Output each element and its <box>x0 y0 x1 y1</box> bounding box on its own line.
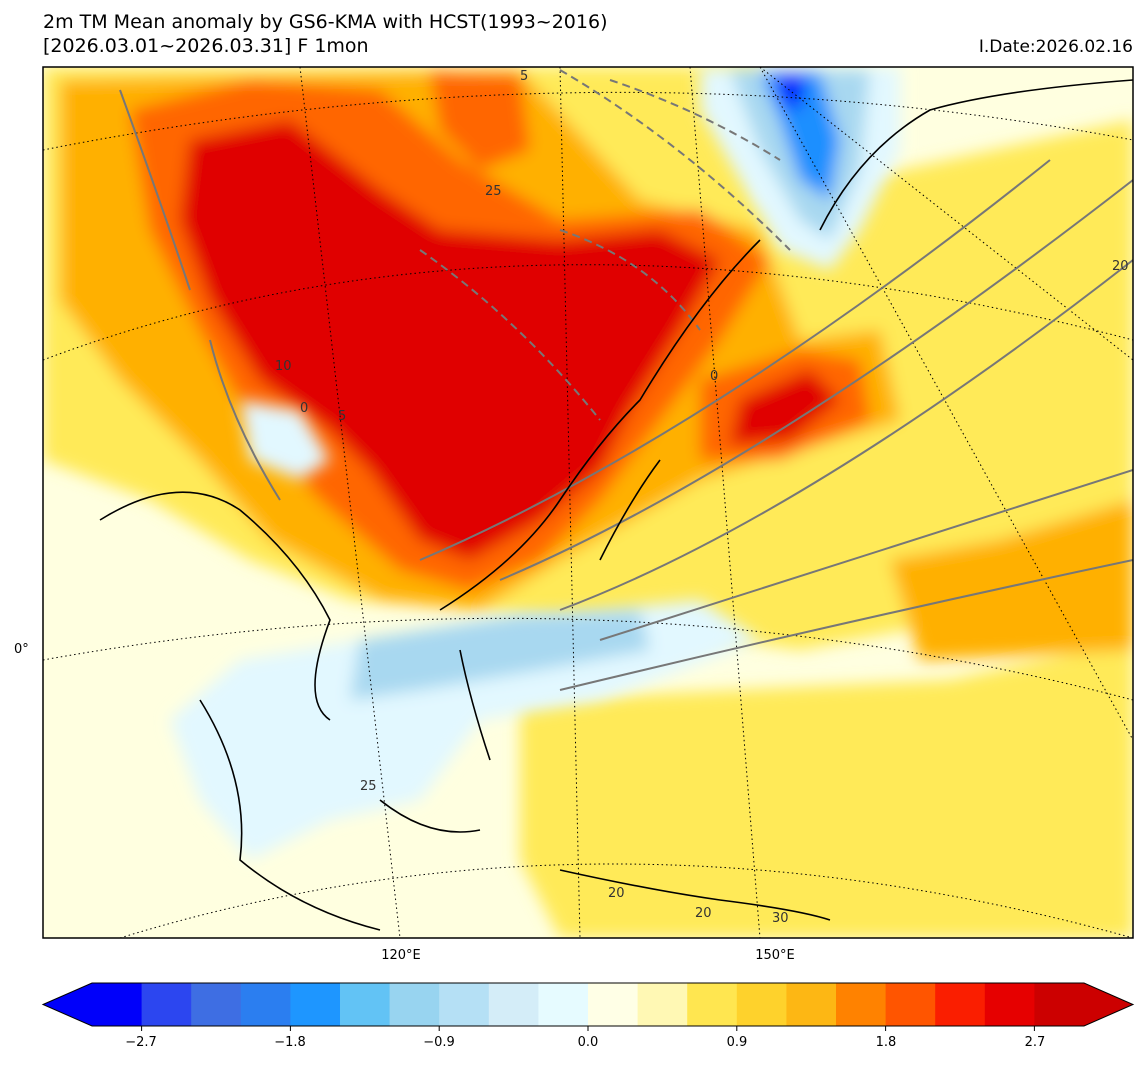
coastlines <box>99 79 1133 931</box>
colorbar-tick-label: 0.9 <box>726 1035 748 1050</box>
lat-label-equator: 0° <box>14 642 29 657</box>
colorbar-segment <box>1034 983 1085 1026</box>
colorbar-tick-label: −1.8 <box>274 1035 306 1050</box>
colorbar-tick-label: 2.7 <box>1024 1035 1046 1050</box>
climatology-contours <box>119 89 1133 691</box>
lon-label-150e: 150°E <box>755 948 795 963</box>
contour-label: 20 <box>1112 259 1129 274</box>
contour-label: 20 <box>608 886 625 901</box>
colorbar-segment <box>687 983 738 1026</box>
contour-label: 20 <box>695 906 712 921</box>
contour-value-labels: 10 0 5 0 5 25 20 25 20 20 30 <box>275 69 1129 926</box>
colorbar-segment <box>984 983 1035 1026</box>
colorbar-segment <box>736 983 787 1026</box>
colorbar-segment <box>340 983 391 1026</box>
colorbar-tick-label: −0.9 <box>423 1035 455 1050</box>
colorbar-segment <box>885 983 936 1026</box>
colorbar-outline <box>41 982 1135 1027</box>
colorbar-tick-label: 0.0 <box>577 1035 599 1050</box>
colorbar-segment <box>191 983 242 1026</box>
contour-label: 10 <box>275 359 292 374</box>
chart-title: 2m TM Mean anomaly by GS6-KMA with HCST(… <box>43 11 608 33</box>
colorbar-segment <box>92 983 143 1026</box>
colorbar-segment <box>538 983 589 1026</box>
forecast-period: [2026.03.01~2026.03.31] F 1mon <box>43 35 369 57</box>
colorbar-segment <box>935 983 986 1026</box>
graticule <box>43 67 1133 938</box>
contour-label: 5 <box>338 409 346 424</box>
negative-contours <box>419 69 791 421</box>
colorbar-tick-label: 1.8 <box>875 1035 897 1050</box>
colorbar-segment <box>488 983 539 1026</box>
colorbar-extend-high <box>1084 983 1133 1026</box>
colorbar-segment <box>439 983 490 1026</box>
contour-label: 0 <box>300 401 308 416</box>
colorbar-tick-label: −2.7 <box>125 1035 157 1050</box>
contour-label: 0 <box>710 369 718 384</box>
lon-label-120e: 120°E <box>381 948 421 963</box>
colorbar-segment <box>637 983 688 1026</box>
colorbar <box>41 982 1135 1031</box>
contour-label: 5 <box>520 69 528 84</box>
colorbar-segment <box>240 983 291 1026</box>
colorbar-segment <box>836 983 887 1026</box>
colorbar-segment <box>786 983 837 1026</box>
contour-label: 30 <box>772 911 789 926</box>
colorbar-extend-low <box>43 983 92 1026</box>
init-date: I.Date:2026.02.16 <box>978 37 1133 57</box>
colorbar-segment <box>588 983 639 1026</box>
contour-label: 25 <box>360 779 377 794</box>
colorbar-segment <box>389 983 440 1026</box>
map-frame <box>42 66 1134 939</box>
colorbar-segment <box>290 983 341 1026</box>
colorbar-segment <box>141 983 192 1026</box>
contour-label: 25 <box>485 184 502 199</box>
